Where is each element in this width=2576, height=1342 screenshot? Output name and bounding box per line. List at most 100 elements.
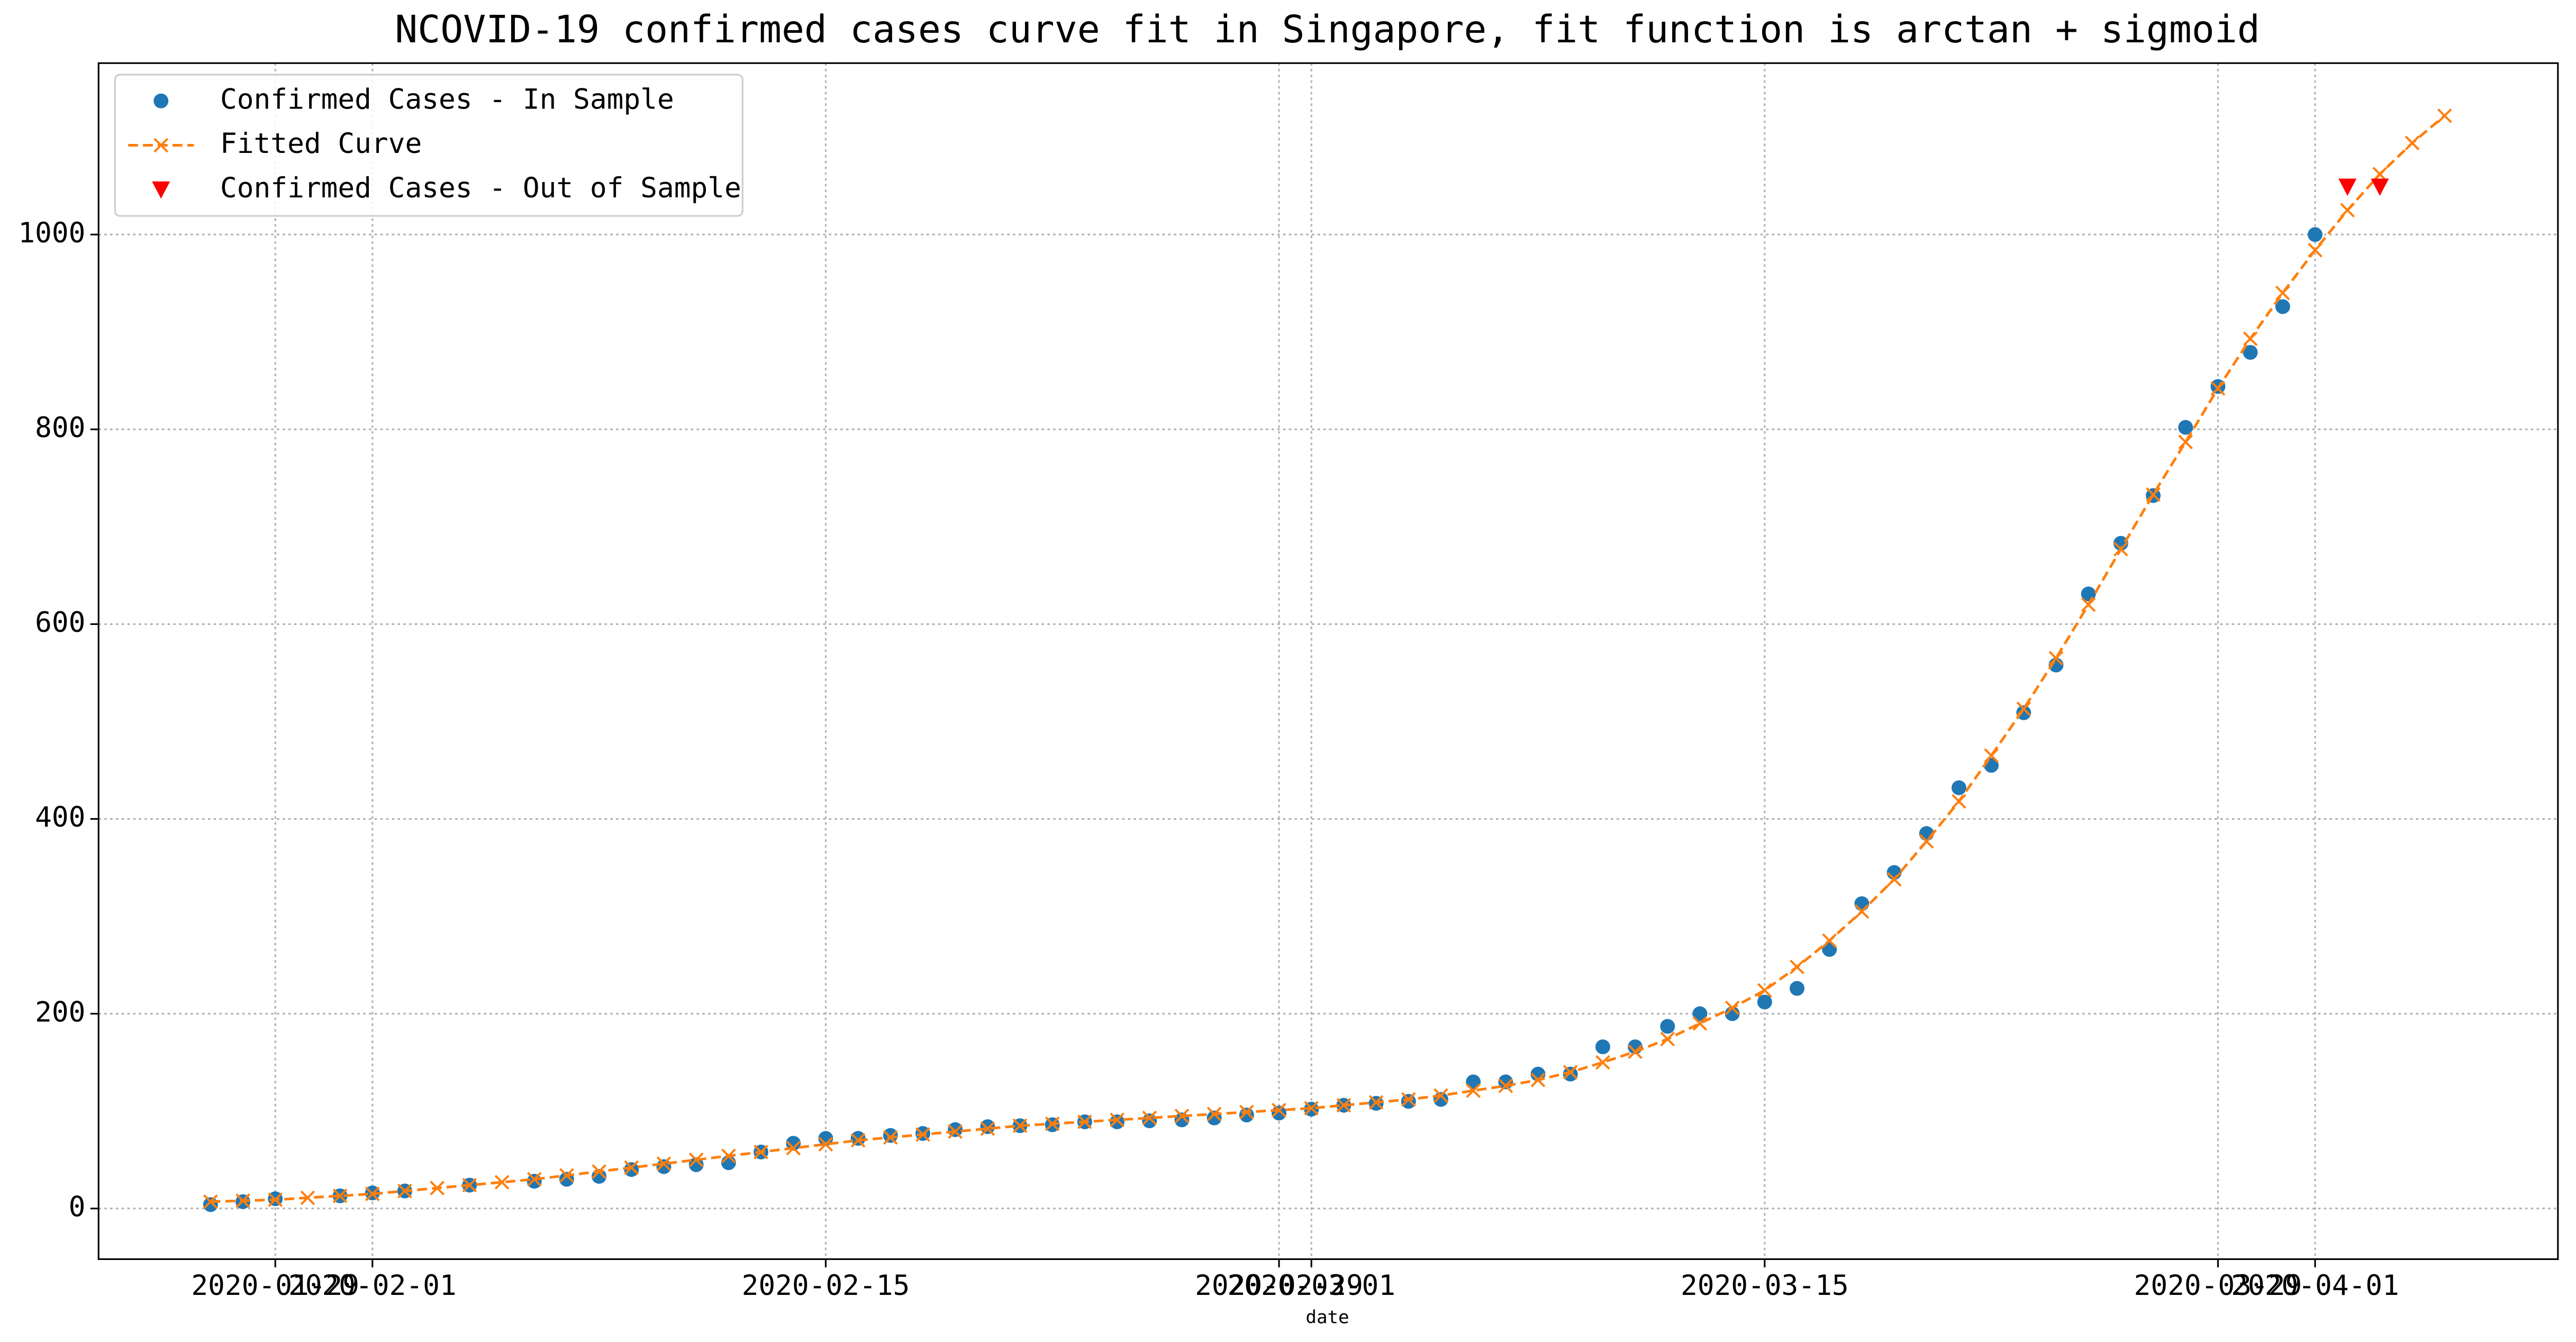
point <box>2307 227 2323 242</box>
point <box>980 1119 995 1135</box>
point <box>1854 896 1870 911</box>
chart-title: NCOVID-19 confirmed cases curve fit in S… <box>395 7 2260 51</box>
point <box>1466 1074 1481 1090</box>
point <box>1239 1108 1254 1123</box>
x-marker <box>235 1193 250 1208</box>
x-marker <box>397 1183 412 1199</box>
x-marker <box>494 1175 510 1190</box>
y-tick-label: 600 <box>35 606 85 639</box>
x-marker <box>1207 1107 1222 1122</box>
x-marker <box>1919 834 1934 849</box>
legend-frame <box>114 74 743 217</box>
point <box>818 1131 833 1146</box>
x-marker <box>1368 1095 1384 1110</box>
point <box>1725 1006 1740 1021</box>
x-marker <box>332 1188 348 1203</box>
x-marker <box>721 1148 736 1164</box>
x-marker <box>300 1190 315 1205</box>
point <box>2243 344 2258 360</box>
x-marker <box>1336 1098 1352 1113</box>
x-marker <box>527 1172 542 1187</box>
point <box>1595 1039 1610 1055</box>
legend-label: Fitted Curve <box>220 128 422 160</box>
x-marker <box>850 1133 866 1148</box>
x-marker <box>203 1194 218 1209</box>
x-marker <box>1304 1101 1319 1116</box>
x-marker <box>2340 203 2355 218</box>
x-marker <box>2178 434 2193 450</box>
x-marker <box>1498 1078 1513 1093</box>
legend: Confirmed Cases - In Sample Fitted Curve C… <box>114 74 743 217</box>
x-marker <box>365 1186 380 1201</box>
point <box>1692 1006 1708 1021</box>
x-tick-label: 2020-03-15 <box>1681 1270 1849 1302</box>
legend-marker <box>152 181 170 199</box>
triangle-marker <box>2371 178 2389 196</box>
x-marker <box>1886 872 1902 887</box>
x-marker <box>883 1130 898 1145</box>
point <box>721 1155 736 1171</box>
x-marker <box>1272 1102 1286 1118</box>
x-marker <box>592 1164 606 1179</box>
x-marker <box>1692 1016 1708 1031</box>
x-marker <box>786 1140 801 1156</box>
x-axis-label: date <box>1305 1307 1349 1328</box>
x-marker <box>818 1137 833 1152</box>
point <box>2113 536 2128 551</box>
legend-marker <box>153 138 169 153</box>
triangle-marker <box>2338 178 2357 196</box>
x-marker <box>2275 285 2290 301</box>
x-marker <box>1012 1118 1028 1134</box>
x-marker <box>1434 1088 1448 1103</box>
x-marker <box>2016 701 2031 717</box>
x-marker <box>948 1124 963 1139</box>
y-tick-label: 1000 <box>18 217 85 249</box>
x-marker <box>1854 904 1870 919</box>
x-tick-label: 2020-01-29 <box>191 1270 359 1302</box>
x-tick-label: 2020-02-29 <box>1195 1270 1363 1302</box>
x-marker <box>656 1156 672 1171</box>
x-marker <box>1045 1116 1060 1131</box>
x-marker <box>1401 1092 1416 1107</box>
point <box>1822 942 1837 957</box>
point <box>2178 420 2193 435</box>
y-tick-label: 200 <box>35 996 85 1028</box>
point <box>527 1174 542 1189</box>
point <box>1660 1019 1675 1034</box>
x-marker <box>1239 1104 1254 1120</box>
x-marker <box>624 1160 639 1175</box>
point <box>1110 1114 1125 1129</box>
x-marker <box>2372 167 2388 182</box>
x-marker <box>2210 381 2226 396</box>
x-marker <box>1628 1044 1643 1059</box>
x-marker <box>754 1145 768 1159</box>
point <box>656 1159 672 1174</box>
x-marker <box>688 1152 704 1167</box>
x-marker <box>2243 331 2258 347</box>
x-marker <box>1725 1000 1740 1015</box>
x-tick-label: 2020-04-01 <box>2231 1270 2399 1302</box>
x-marker <box>2405 135 2420 151</box>
legend-label: Confirmed Cases - In Sample <box>220 83 674 115</box>
x-marker <box>2437 108 2452 123</box>
x-marker <box>1077 1114 1092 1129</box>
point <box>624 1162 639 1177</box>
point <box>1401 1094 1416 1109</box>
point <box>688 1157 704 1172</box>
x-marker <box>2081 597 2096 612</box>
x-marker <box>1563 1065 1578 1080</box>
x-marker <box>1530 1072 1546 1087</box>
x-tick-label: 2020-03-29 <box>2134 1270 2302 1302</box>
x-marker <box>2308 242 2323 258</box>
y-tick-label: 400 <box>35 801 85 833</box>
point <box>850 1131 866 1146</box>
x-marker <box>2048 651 2064 666</box>
x-marker <box>268 1192 283 1208</box>
x-marker <box>1822 933 1837 948</box>
x-marker <box>915 1127 930 1142</box>
point <box>1790 981 1804 996</box>
plot-frame <box>97 62 2559 1260</box>
point <box>1563 1066 1578 1082</box>
legend-label: Confirmed Cases - Out of Sample <box>220 172 741 204</box>
